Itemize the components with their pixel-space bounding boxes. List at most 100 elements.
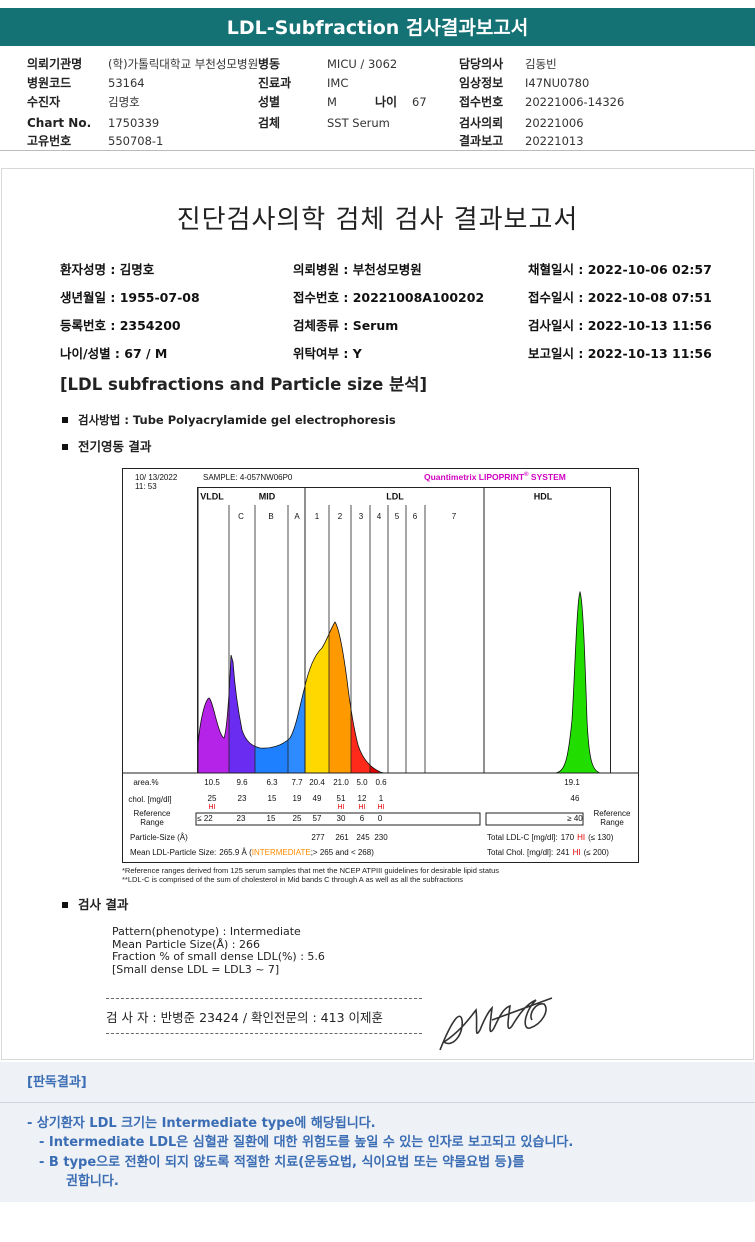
section-heading: [LDL subfractions and Particle size 분석] [60, 375, 427, 394]
mean-part: ;> 265 and < 268) [311, 848, 375, 857]
total_chol: Total Chol. [mg/dl]: 241 HI (≤ 200) [487, 848, 609, 857]
footnote: *Reference ranges derived from 125 serum… [122, 866, 499, 875]
info-value: M [327, 95, 337, 109]
group-label: MID [259, 491, 276, 501]
info-value: 김동빈 [525, 57, 557, 71]
total_ldl: Total LDL-C [mg/dl]: 170 HI (≤ 130) [487, 833, 614, 842]
chol-value: 1 [379, 794, 384, 803]
info-value: 67 [412, 95, 427, 109]
reference-value: 30 [337, 814, 346, 823]
total_chol-part: (≤ 200) [584, 848, 610, 857]
method: 검사방법 : Tube Polyacrylamide gel electroph… [78, 413, 396, 427]
signature-stroke [439, 997, 553, 1051]
interpretation-line: - B type으로 전환이 되지 않도록 적절한 치료(운동요법, 식이요법 … [39, 1155, 525, 1170]
total_ldl-part: 170 [561, 833, 575, 842]
chol-value: 19 [293, 794, 302, 803]
result-line: Fraction % of small dense LDL(%) : 5.6 [112, 950, 325, 963]
chol-value: 51 [337, 794, 346, 803]
chol-value: 25 [208, 794, 217, 803]
info-value: 53164 [108, 76, 145, 90]
reference-value: ≤ 22 [197, 814, 213, 823]
info-label: 결과보고 [459, 134, 504, 148]
patient-field: 접수일시 : 2022-10-08 07:51 [528, 290, 712, 305]
results-heading: 검사 결과 [78, 897, 129, 912]
total_ldl-part: (≤ 130) [588, 833, 614, 842]
reference-value: 57 [313, 814, 322, 823]
patient-field: 등록번호 : 2354200 [60, 318, 181, 333]
info-label: 병원코드 [27, 76, 72, 90]
bullet [62, 902, 68, 908]
reference-box [485, 812, 584, 826]
chart-sample: SAMPLE: 4-057NW06P0 [203, 473, 293, 482]
total_chol-part: HI [573, 848, 581, 857]
reference-value: 0 [378, 814, 383, 823]
separator [0, 150, 755, 151]
info-value: 550708-1 [108, 134, 164, 148]
patient-field: 생년월일 : 1955-07-08 [60, 290, 200, 305]
chol-flag: HI [359, 804, 366, 811]
chart-datetime: 11: 53 [135, 482, 157, 491]
interpretation-divider [0, 1102, 755, 1103]
particle-value: 230 [374, 833, 388, 842]
info-value: IMC [327, 76, 349, 90]
info-label: 검체 [258, 116, 281, 130]
chart-brand: Quantimetrix LIPOPRINT® SYSTEM [424, 471, 566, 483]
group-label: HDL [534, 491, 553, 501]
info-label: Chart No. [27, 116, 92, 130]
info-value: (학)가톨릭대학교 부천성모병원 [108, 57, 259, 71]
patient-field: 접수번호 : 20221008A100202 [293, 290, 485, 305]
info-value: 김명호 [108, 95, 140, 109]
chol-value: 12 [358, 794, 367, 803]
chol-value: 46 [571, 794, 580, 803]
patient-field: 나이/성별 : 67 / M [60, 346, 168, 361]
info-label: 진료과 [258, 76, 292, 90]
info-label: 검사의뢰 [459, 116, 504, 130]
info-label: 접수번호 [459, 95, 504, 109]
patient-field: 위탁여부 : Y [293, 346, 362, 361]
mean-part: 265.9 Å ( [219, 848, 252, 857]
reference-value: 6 [360, 814, 365, 823]
interpretation-line: 권합니다. [66, 1174, 119, 1189]
info-value: SST Serum [327, 116, 390, 130]
patient-field: 의뢰병원 : 부천성모병원 [293, 262, 422, 277]
dashed-line [106, 998, 422, 999]
mean-part: Mean LDL-Particle Size: [130, 848, 216, 857]
band-label: 4 [377, 512, 382, 521]
info-label: 나이 [375, 95, 398, 109]
signature-line: 검 사 자 : 반병준 23424 / 확인전문의 : 413 이제훈 [106, 1010, 383, 1025]
info-label: 담당의사 [459, 57, 504, 71]
bullet [62, 417, 68, 423]
row-label: Range [600, 818, 624, 827]
area-value: 6.3 [266, 778, 278, 787]
patient-field: 환자성명 : 김명호 [60, 262, 155, 277]
area-value: 21.0 [333, 778, 349, 787]
area-value: 9.6 [236, 778, 248, 787]
info-label: 고유번호 [27, 134, 72, 148]
group-label: LDL [386, 491, 404, 501]
chol-value: 23 [238, 794, 247, 803]
interpretation-line: - 상기환자 LDL 크기는 Intermediate type에 해당됩니다. [27, 1116, 376, 1131]
mean: Mean LDL-Particle Size: 265.9 Å (INTERMED… [130, 848, 374, 857]
area-value: 5.0 [356, 778, 368, 787]
result-line: Pattern(phenotype) : Intermediate [112, 925, 301, 938]
row-label: Particle-Size (Å) [130, 833, 188, 842]
total_chol-part: Total Chol. [mg/dl]: [487, 848, 553, 857]
result-line: Mean Particle Size(Å) : 266 [112, 937, 260, 951]
info-label: 성별 [258, 95, 281, 109]
result-line: [Small dense LDL = LDL3 ~ 7] [112, 962, 280, 976]
info-value: MICU / 3062 [327, 57, 398, 71]
row-label: chol. [mg/dl] [128, 795, 171, 804]
info-label: 병동 [258, 57, 281, 71]
patient-field: 검사일시 : 2022-10-13 11:56 [528, 318, 712, 333]
chol-value: 49 [313, 794, 322, 803]
area-value: 7.7 [291, 778, 303, 787]
report-title: 진단검사의학 검체 검사 결과보고서 [176, 205, 579, 235]
info-value: 1750339 [108, 116, 160, 130]
chol-flag: HI [338, 804, 345, 811]
brand-part: ® [524, 471, 529, 478]
row-label: Reference [134, 809, 171, 818]
reference-value: 25 [293, 814, 302, 823]
header-title: LDL-Subfraction 검사결과보고서 [226, 17, 529, 39]
chart-frame [122, 468, 639, 863]
